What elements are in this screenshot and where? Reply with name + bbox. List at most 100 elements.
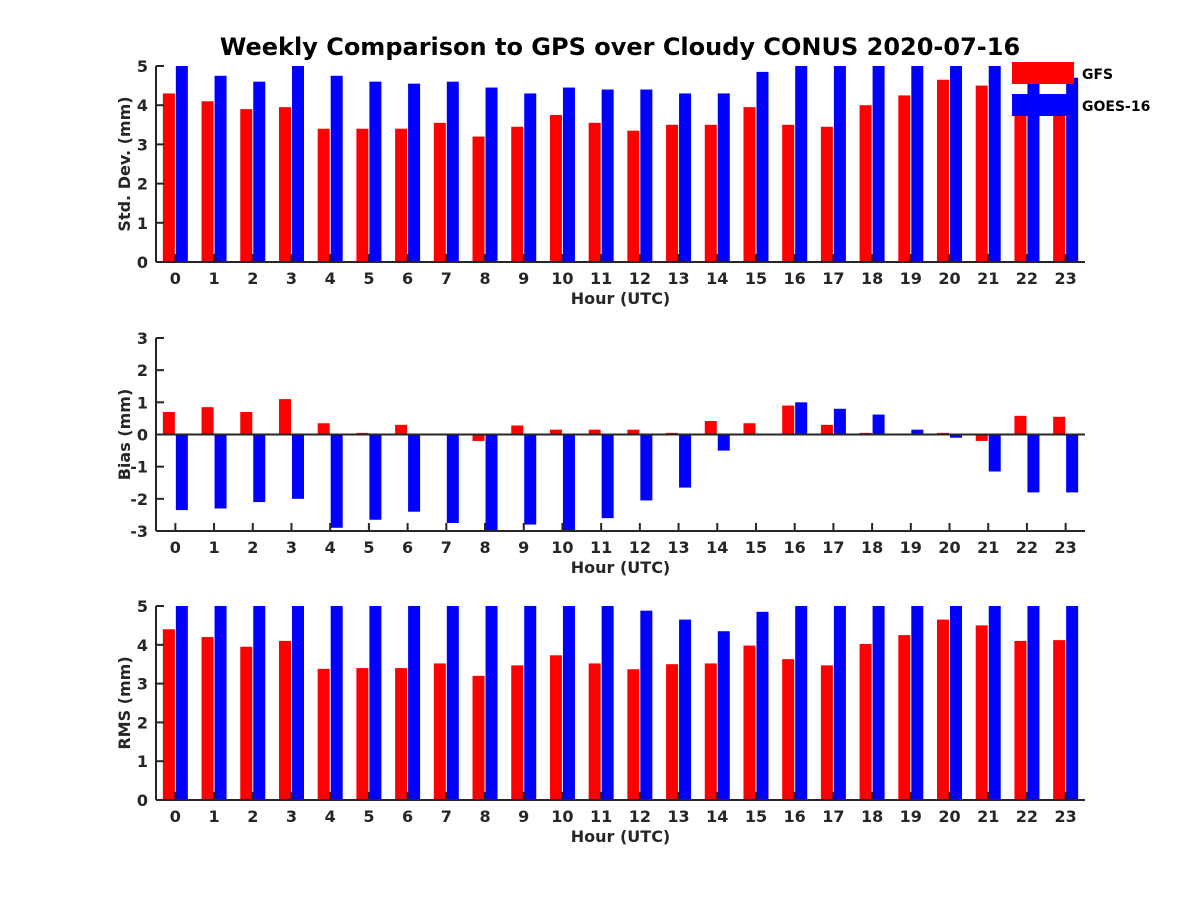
y-axis-label: RMS (mm) bbox=[115, 656, 134, 749]
gfs-bar-16 bbox=[782, 124, 795, 262]
goes16-bar-10 bbox=[562, 434, 575, 531]
legend: GFS GOES-16 bbox=[1012, 62, 1150, 116]
gfs-bar-10 bbox=[549, 655, 562, 800]
gfs-bar-8 bbox=[472, 136, 485, 262]
x-tick-label: 0 bbox=[170, 807, 181, 826]
x-tick-label: 2 bbox=[247, 269, 258, 288]
goes16-bar-11 bbox=[601, 606, 614, 800]
y-tick-label: -1 bbox=[130, 458, 148, 477]
goes16-bar-10 bbox=[562, 606, 575, 800]
y-tick-label: 2 bbox=[137, 361, 148, 380]
gfs-bar-20 bbox=[937, 79, 950, 262]
goes16-bar-18 bbox=[872, 414, 885, 435]
x-tick-label: 20 bbox=[938, 807, 960, 826]
goes16-bar-5 bbox=[369, 434, 382, 520]
x-tick-label: 19 bbox=[900, 269, 922, 288]
goes16-bar-8 bbox=[485, 434, 498, 531]
goes16-bar-3 bbox=[291, 66, 304, 262]
gfs-bar-22 bbox=[1014, 640, 1027, 800]
x-tick-label: 2 bbox=[247, 538, 258, 557]
goes16-bar-0 bbox=[175, 434, 188, 511]
x-tick-label: 22 bbox=[1016, 538, 1038, 557]
x-tick-label: 10 bbox=[551, 269, 573, 288]
gfs-bar-10 bbox=[549, 115, 562, 262]
gfs-bar-1 bbox=[201, 637, 214, 800]
x-tick-label: 14 bbox=[706, 807, 728, 826]
goes16-bar-12 bbox=[640, 434, 653, 501]
gfs-bar-2 bbox=[240, 646, 253, 800]
gfs-bar-21 bbox=[975, 434, 988, 441]
legend-entry-goes16: GOES-16 bbox=[1012, 94, 1150, 116]
y-tick-label: 5 bbox=[137, 597, 148, 616]
gfs-bar-0 bbox=[162, 629, 175, 800]
goes16-bar-10 bbox=[562, 87, 575, 262]
x-tick-label: 11 bbox=[590, 807, 612, 826]
y-tick-label: 3 bbox=[137, 675, 148, 694]
x-tick-label: 22 bbox=[1016, 807, 1038, 826]
x-tick-label: 12 bbox=[629, 269, 651, 288]
gfs-bar-0 bbox=[162, 93, 175, 262]
goes16-bar-16 bbox=[795, 66, 808, 262]
gfs-bar-15 bbox=[743, 423, 756, 435]
gfs-bar-14 bbox=[704, 124, 717, 262]
x-tick-label: 4 bbox=[325, 538, 336, 557]
x-tick-label: 18 bbox=[861, 538, 883, 557]
goes16-bar-14 bbox=[717, 631, 730, 800]
y-tick-label: 2 bbox=[137, 175, 148, 194]
goes16-bar-20 bbox=[950, 66, 963, 262]
goes16-bar-6 bbox=[408, 606, 421, 800]
x-tick-label: 9 bbox=[518, 807, 529, 826]
goes16-bar-13 bbox=[679, 434, 692, 488]
goes16-bar-22 bbox=[1027, 73, 1040, 262]
y-tick-label: -3 bbox=[130, 522, 148, 541]
goes16-bar-16 bbox=[795, 402, 808, 435]
x-tick-label: 18 bbox=[861, 269, 883, 288]
gfs-bar-19 bbox=[898, 95, 911, 263]
x-tick-label: 2 bbox=[247, 807, 258, 826]
goes16-bar-19 bbox=[911, 429, 924, 435]
gfs-bar-6 bbox=[395, 424, 408, 435]
y-tick-label: 5 bbox=[137, 57, 148, 76]
goes16-bar-12 bbox=[640, 89, 653, 263]
x-tick-label: 23 bbox=[1055, 807, 1077, 826]
gfs-bar-23 bbox=[1053, 109, 1066, 263]
gfs-bar-16 bbox=[782, 659, 795, 800]
goes16-bar-4 bbox=[330, 434, 343, 528]
gfs-bar-2 bbox=[240, 411, 253, 435]
x-tick-label: 1 bbox=[208, 538, 219, 557]
goes16-bar-9 bbox=[524, 606, 537, 800]
goes16-bar-7 bbox=[446, 606, 459, 800]
x-tick-label: 15 bbox=[745, 269, 767, 288]
goes16-bar-8 bbox=[485, 87, 498, 262]
chart-title: Weekly Comparison to GPS over Cloudy CON… bbox=[220, 33, 1020, 61]
legend-entry-gfs: GFS bbox=[1012, 62, 1113, 84]
x-tick-label: 3 bbox=[286, 807, 297, 826]
gfs-bar-18 bbox=[859, 644, 872, 800]
x-tick-label: 14 bbox=[706, 538, 728, 557]
gfs-bar-18 bbox=[859, 105, 872, 262]
gfs-bar-9 bbox=[511, 126, 524, 262]
x-tick-label: 6 bbox=[402, 269, 413, 288]
x-tick-label: 1 bbox=[208, 269, 219, 288]
gfs-bar-8 bbox=[472, 434, 485, 441]
gfs-bar-1 bbox=[201, 101, 214, 262]
y-tick-label: 4 bbox=[137, 96, 148, 115]
y-tick-label: 1 bbox=[137, 214, 148, 233]
goes16-bar-2 bbox=[253, 81, 266, 263]
goes16-bar-13 bbox=[679, 93, 692, 262]
gfs-bar-17 bbox=[820, 126, 833, 262]
gfs-bar-22 bbox=[1014, 415, 1027, 435]
x-tick-label: 13 bbox=[667, 269, 689, 288]
legend-label: GOES-16 bbox=[1082, 99, 1150, 115]
gfs-bar-11 bbox=[588, 429, 601, 435]
y-tick-label: 1 bbox=[137, 393, 148, 412]
x-axis-label: Hour (UTC) bbox=[571, 558, 671, 577]
x-tick-label: 14 bbox=[706, 269, 728, 288]
y-tick-label: 1 bbox=[137, 752, 148, 771]
gfs-bar-16 bbox=[782, 405, 795, 435]
x-tick-label: 4 bbox=[325, 807, 336, 826]
